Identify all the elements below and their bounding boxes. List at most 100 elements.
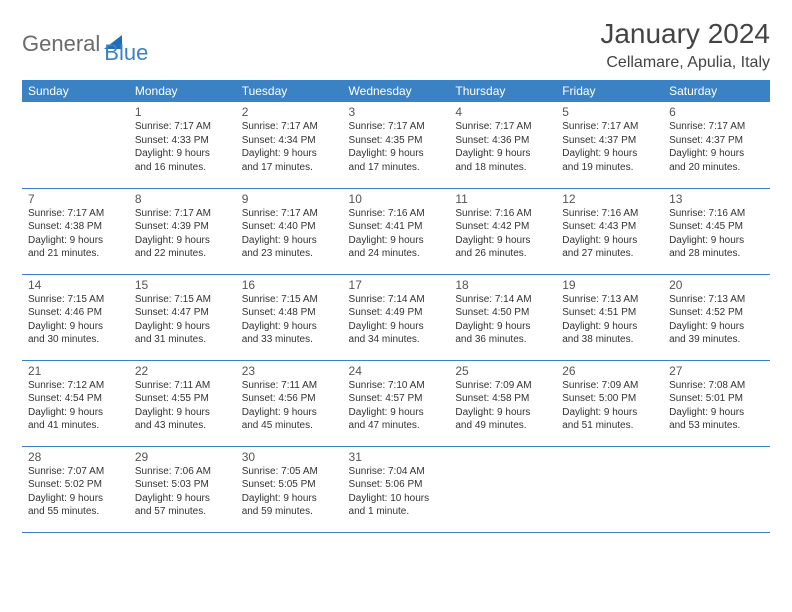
- calendar-day-cell: 15Sunrise: 7:15 AMSunset: 4:47 PMDayligh…: [129, 274, 236, 360]
- day-number: 18: [455, 278, 550, 292]
- day-header-row: SundayMondayTuesdayWednesdayThursdayFrid…: [22, 80, 770, 102]
- calendar-day-cell: 7Sunrise: 7:17 AMSunset: 4:38 PMDaylight…: [22, 188, 129, 274]
- calendar-week-row: 21Sunrise: 7:12 AMSunset: 4:54 PMDayligh…: [22, 360, 770, 446]
- calendar-day-cell: 1Sunrise: 7:17 AMSunset: 4:33 PMDaylight…: [129, 102, 236, 188]
- day-header: Saturday: [663, 80, 770, 102]
- day-info: Sunrise: 7:17 AMSunset: 4:33 PMDaylight:…: [135, 120, 230, 174]
- calendar-day-cell: [449, 446, 556, 532]
- calendar-day-cell: 26Sunrise: 7:09 AMSunset: 5:00 PMDayligh…: [556, 360, 663, 446]
- day-number: 8: [135, 192, 230, 206]
- day-number: 3: [349, 105, 444, 119]
- day-number: 31: [349, 450, 444, 464]
- calendar-day-cell: 21Sunrise: 7:12 AMSunset: 4:54 PMDayligh…: [22, 360, 129, 446]
- day-number: 22: [135, 364, 230, 378]
- calendar-day-cell: 8Sunrise: 7:17 AMSunset: 4:39 PMDaylight…: [129, 188, 236, 274]
- calendar-day-cell: 9Sunrise: 7:17 AMSunset: 4:40 PMDaylight…: [236, 188, 343, 274]
- logo: General Blue: [22, 18, 148, 66]
- day-number: 12: [562, 192, 657, 206]
- calendar-day-cell: 23Sunrise: 7:11 AMSunset: 4:56 PMDayligh…: [236, 360, 343, 446]
- calendar-day-cell: 22Sunrise: 7:11 AMSunset: 4:55 PMDayligh…: [129, 360, 236, 446]
- day-info: Sunrise: 7:17 AMSunset: 4:38 PMDaylight:…: [28, 207, 123, 261]
- calendar-day-cell: 6Sunrise: 7:17 AMSunset: 4:37 PMDaylight…: [663, 102, 770, 188]
- day-header: Wednesday: [343, 80, 450, 102]
- day-info: Sunrise: 7:14 AMSunset: 4:49 PMDaylight:…: [349, 293, 444, 347]
- day-info: Sunrise: 7:14 AMSunset: 4:50 PMDaylight:…: [455, 293, 550, 347]
- day-number: 5: [562, 105, 657, 119]
- calendar-week-row: 28Sunrise: 7:07 AMSunset: 5:02 PMDayligh…: [22, 446, 770, 532]
- day-number: 11: [455, 192, 550, 206]
- day-header: Sunday: [22, 80, 129, 102]
- location-text: Cellamare, Apulia, Italy: [600, 54, 770, 72]
- calendar-day-cell: 10Sunrise: 7:16 AMSunset: 4:41 PMDayligh…: [343, 188, 450, 274]
- day-info: Sunrise: 7:17 AMSunset: 4:35 PMDaylight:…: [349, 120, 444, 174]
- day-info: Sunrise: 7:05 AMSunset: 5:05 PMDaylight:…: [242, 465, 337, 519]
- day-number: 2: [242, 105, 337, 119]
- day-info: Sunrise: 7:17 AMSunset: 4:36 PMDaylight:…: [455, 120, 550, 174]
- day-info: Sunrise: 7:16 AMSunset: 4:41 PMDaylight:…: [349, 207, 444, 261]
- day-number: 16: [242, 278, 337, 292]
- day-number: 15: [135, 278, 230, 292]
- day-info: Sunrise: 7:16 AMSunset: 4:45 PMDaylight:…: [669, 207, 764, 261]
- calendar-page: General Blue January 2024 Cellamare, Apu…: [0, 0, 792, 551]
- calendar-day-cell: 14Sunrise: 7:15 AMSunset: 4:46 PMDayligh…: [22, 274, 129, 360]
- day-number: 29: [135, 450, 230, 464]
- day-number: 20: [669, 278, 764, 292]
- day-info: Sunrise: 7:17 AMSunset: 4:34 PMDaylight:…: [242, 120, 337, 174]
- header: General Blue January 2024 Cellamare, Apu…: [22, 18, 770, 72]
- calendar-day-cell: 18Sunrise: 7:14 AMSunset: 4:50 PMDayligh…: [449, 274, 556, 360]
- calendar-day-cell: 16Sunrise: 7:15 AMSunset: 4:48 PMDayligh…: [236, 274, 343, 360]
- day-info: Sunrise: 7:06 AMSunset: 5:03 PMDaylight:…: [135, 465, 230, 519]
- calendar-day-cell: 31Sunrise: 7:04 AMSunset: 5:06 PMDayligh…: [343, 446, 450, 532]
- day-number: 23: [242, 364, 337, 378]
- day-info: Sunrise: 7:16 AMSunset: 4:43 PMDaylight:…: [562, 207, 657, 261]
- title-block: January 2024 Cellamare, Apulia, Italy: [600, 18, 770, 72]
- day-info: Sunrise: 7:07 AMSunset: 5:02 PMDaylight:…: [28, 465, 123, 519]
- calendar-day-cell: 29Sunrise: 7:06 AMSunset: 5:03 PMDayligh…: [129, 446, 236, 532]
- calendar-day-cell: 12Sunrise: 7:16 AMSunset: 4:43 PMDayligh…: [556, 188, 663, 274]
- day-info: Sunrise: 7:13 AMSunset: 4:51 PMDaylight:…: [562, 293, 657, 347]
- day-info: Sunrise: 7:11 AMSunset: 4:55 PMDaylight:…: [135, 379, 230, 433]
- calendar-day-cell: 19Sunrise: 7:13 AMSunset: 4:51 PMDayligh…: [556, 274, 663, 360]
- day-info: Sunrise: 7:15 AMSunset: 4:48 PMDaylight:…: [242, 293, 337, 347]
- calendar-day-cell: 28Sunrise: 7:07 AMSunset: 5:02 PMDayligh…: [22, 446, 129, 532]
- calendar-day-cell: 24Sunrise: 7:10 AMSunset: 4:57 PMDayligh…: [343, 360, 450, 446]
- calendar-week-row: 1Sunrise: 7:17 AMSunset: 4:33 PMDaylight…: [22, 102, 770, 188]
- day-number: 30: [242, 450, 337, 464]
- day-number: 21: [28, 364, 123, 378]
- day-info: Sunrise: 7:17 AMSunset: 4:37 PMDaylight:…: [669, 120, 764, 174]
- day-number: 9: [242, 192, 337, 206]
- month-title: January 2024: [600, 18, 770, 50]
- day-number: 13: [669, 192, 764, 206]
- calendar-body: 1Sunrise: 7:17 AMSunset: 4:33 PMDaylight…: [22, 102, 770, 532]
- day-info: Sunrise: 7:15 AMSunset: 4:47 PMDaylight:…: [135, 293, 230, 347]
- day-info: Sunrise: 7:04 AMSunset: 5:06 PMDaylight:…: [349, 465, 444, 519]
- calendar-week-row: 7Sunrise: 7:17 AMSunset: 4:38 PMDaylight…: [22, 188, 770, 274]
- day-info: Sunrise: 7:09 AMSunset: 4:58 PMDaylight:…: [455, 379, 550, 433]
- calendar-day-cell: 20Sunrise: 7:13 AMSunset: 4:52 PMDayligh…: [663, 274, 770, 360]
- calendar-day-cell: 11Sunrise: 7:16 AMSunset: 4:42 PMDayligh…: [449, 188, 556, 274]
- day-info: Sunrise: 7:17 AMSunset: 4:39 PMDaylight:…: [135, 207, 230, 261]
- day-number: 10: [349, 192, 444, 206]
- calendar-day-cell: 3Sunrise: 7:17 AMSunset: 4:35 PMDaylight…: [343, 102, 450, 188]
- calendar-day-cell: 27Sunrise: 7:08 AMSunset: 5:01 PMDayligh…: [663, 360, 770, 446]
- day-info: Sunrise: 7:08 AMSunset: 5:01 PMDaylight:…: [669, 379, 764, 433]
- day-number: 26: [562, 364, 657, 378]
- calendar-day-cell: 2Sunrise: 7:17 AMSunset: 4:34 PMDaylight…: [236, 102, 343, 188]
- day-header: Friday: [556, 80, 663, 102]
- day-info: Sunrise: 7:17 AMSunset: 4:40 PMDaylight:…: [242, 207, 337, 261]
- day-info: Sunrise: 7:12 AMSunset: 4:54 PMDaylight:…: [28, 379, 123, 433]
- calendar-day-cell: [22, 102, 129, 188]
- calendar-day-cell: 4Sunrise: 7:17 AMSunset: 4:36 PMDaylight…: [449, 102, 556, 188]
- calendar-day-cell: 5Sunrise: 7:17 AMSunset: 4:37 PMDaylight…: [556, 102, 663, 188]
- day-number: 24: [349, 364, 444, 378]
- day-number: 7: [28, 192, 123, 206]
- day-info: Sunrise: 7:17 AMSunset: 4:37 PMDaylight:…: [562, 120, 657, 174]
- day-header: Monday: [129, 80, 236, 102]
- logo-text-blue: Blue: [104, 40, 148, 65]
- day-number: 17: [349, 278, 444, 292]
- day-number: 25: [455, 364, 550, 378]
- day-header: Thursday: [449, 80, 556, 102]
- logo-text-general: General: [22, 31, 100, 57]
- day-number: 27: [669, 364, 764, 378]
- day-info: Sunrise: 7:15 AMSunset: 4:46 PMDaylight:…: [28, 293, 123, 347]
